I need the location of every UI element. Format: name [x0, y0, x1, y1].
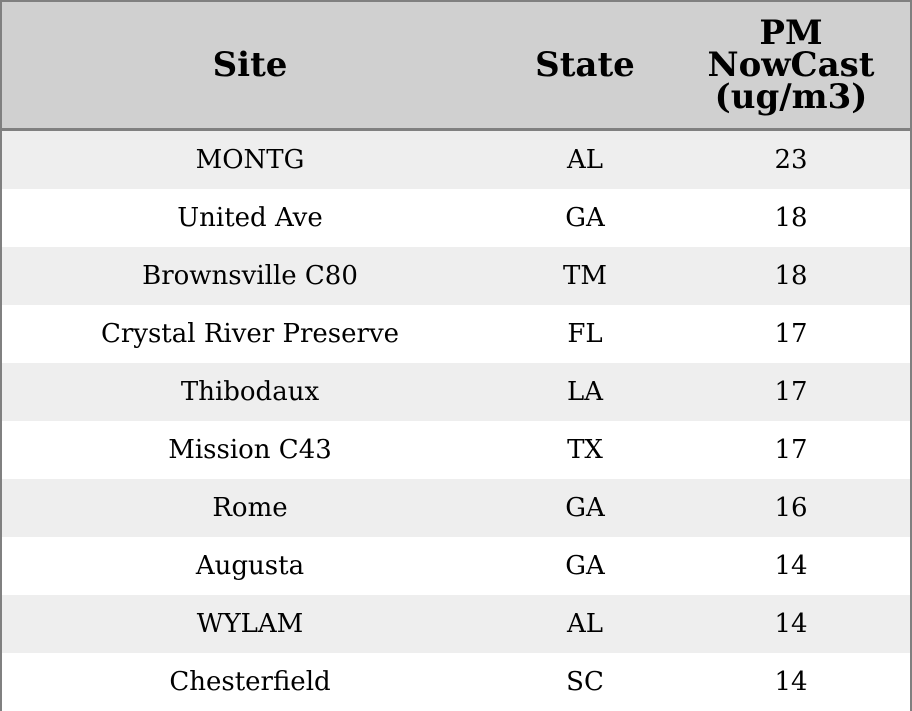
table-header: Site State PM NowCast (ug/m3) — [2, 2, 910, 131]
table-row: Augusta GA 14 — [2, 537, 910, 595]
cell-state: AL — [566, 145, 604, 175]
table-row: MONTG AL 23 — [2, 131, 910, 189]
cell-state: SC — [566, 667, 604, 697]
table-body: MONTG AL 23 United Ave GA 18 Brownsville C80 TM… — [2, 131, 910, 711]
cell-pm-nowcast: 18 — [774, 203, 808, 233]
cell-pm-nowcast: 17 — [774, 435, 808, 465]
cell-pm-nowcast: 16 — [774, 493, 808, 523]
cell-state: AL — [566, 609, 604, 639]
table-row: Crystal River Preserve FL 17 — [2, 305, 910, 363]
cell-site: Augusta — [195, 551, 305, 581]
cell-site: United Ave — [177, 203, 323, 233]
table-row: Brownsville C80 TM 18 — [2, 247, 910, 305]
cell-state: LA — [566, 377, 604, 407]
cell-pm-nowcast: 14 — [774, 667, 808, 697]
column-header-state-label: State — [535, 45, 635, 85]
cell-pm-nowcast: 17 — [774, 377, 808, 407]
table-row: Thibodaux LA 17 — [2, 363, 910, 421]
cell-site: MONTG — [195, 145, 305, 175]
cell-pm-nowcast: 18 — [774, 261, 808, 291]
cell-state: GA — [565, 203, 605, 233]
cell-pm-nowcast: 17 — [774, 319, 808, 349]
cell-site: Mission C43 — [168, 435, 332, 465]
column-header-state: State — [498, 2, 672, 128]
column-header-pm-nowcast-label: PM NowCast (ug/m3) — [707, 13, 875, 117]
cell-state: TX — [567, 435, 603, 465]
table-row: Rome GA 16 — [2, 479, 910, 537]
table-row: United Ave GA 18 — [2, 189, 910, 247]
cell-state: GA — [565, 551, 605, 581]
cell-pm-nowcast: 14 — [774, 609, 808, 639]
column-header-site: Site — [2, 2, 498, 128]
column-header-pm-nowcast: PM NowCast (ug/m3) — [672, 2, 910, 128]
table-row: Chesterfield SC 14 — [2, 653, 910, 711]
cell-site: WYLAM — [196, 609, 304, 639]
cell-state: GA — [565, 493, 605, 523]
cell-site: Crystal River Preserve — [100, 319, 400, 349]
cell-pm-nowcast: 23 — [774, 145, 808, 175]
cell-site: Brownsville C80 — [142, 261, 358, 291]
table-row: Mission C43 TX 17 — [2, 421, 910, 479]
cell-site: Rome — [212, 493, 288, 523]
table-row: WYLAM AL 14 — [2, 595, 910, 653]
cell-state: TM — [563, 261, 607, 291]
cell-state: FL — [567, 319, 603, 349]
cell-site: Chesterfield — [169, 667, 331, 697]
column-header-site-label: Site — [212, 45, 288, 85]
cell-pm-nowcast: 14 — [774, 551, 808, 581]
cell-site: Thibodaux — [180, 377, 320, 407]
